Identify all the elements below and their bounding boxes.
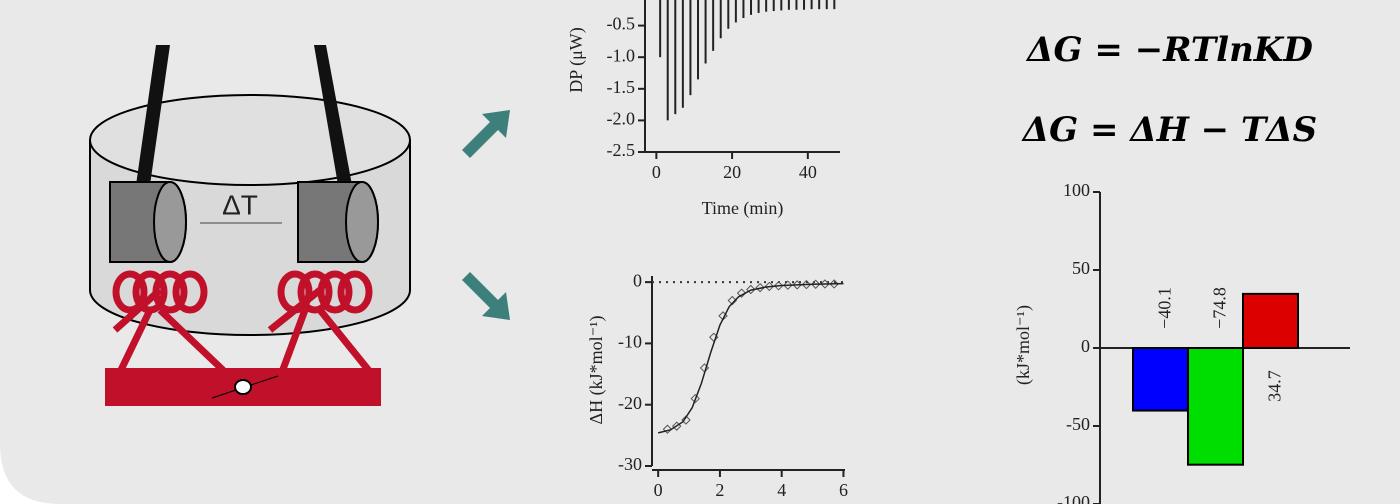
data-point [820,279,830,289]
y-axis-label: DP (μW) [566,27,587,92]
y-tick-label: -100 [1057,492,1090,504]
y-tick-label: -20 [618,393,642,413]
value-label: 34.7 [1265,370,1285,402]
y-tick-label: 0 [633,270,642,290]
arrow [462,110,510,158]
bar [1187,347,1244,466]
fit-line [657,282,844,434]
bar [1242,292,1299,350]
x-tick-label: 0 [654,480,663,500]
data-point [727,295,737,306]
y-tick-label: 0 [1081,336,1090,356]
delta-t-label: ΔT [222,189,258,220]
calorimeter-diagram: ΔT [89,45,411,406]
y-tick-label: -30 [618,454,642,474]
rod [136,45,170,185]
y-tick-label: -1.0 [607,45,636,65]
y-tick-label: 50 [1072,258,1090,278]
y-axis-label: (kJ*mol⁻¹) [1013,305,1034,385]
x-axis-label: Time (min) [702,198,784,219]
y-tick-label: -2.5 [607,140,636,160]
data-point [810,279,821,289]
x-tick-label: 20 [723,162,741,182]
data-point [736,288,747,298]
x-tick-label: 0 [652,162,661,182]
data-point [681,415,691,425]
coils [112,270,373,375]
stirrer [234,379,252,395]
sensor-end [153,181,187,263]
data-point [829,279,839,289]
sensor-end [345,181,379,263]
y-tick-label: -2.0 [607,109,636,129]
x-tick-label: 4 [777,480,786,500]
y-tick-label: -0.5 [607,14,636,34]
data-point [746,284,756,295]
rod [314,45,352,185]
value-label: −40.1 [1155,287,1175,329]
x-tick-label: 6 [839,480,848,500]
y-tick-label: -1.5 [607,77,636,97]
data-point [690,393,700,404]
y-tick-label: -50 [1066,414,1090,434]
data-point [792,280,802,290]
y-tick-label: -10 [618,332,642,352]
chart: 0.0 -0.5 -1.0 -1.5 -2.0 -2.5 DP (μW) 0 20 40 Time … [566,0,840,219]
data-point [755,282,765,293]
data-point [783,280,793,290]
x-tick-label: 40 [799,162,817,182]
equation: ΔG = ΔH − TΔS [1021,110,1317,150]
y-axis-label: ΔH (kJ*mol⁻¹) [586,316,607,425]
arrow [462,272,510,320]
y-tick-label: 0.0 [613,0,636,2]
data-point [801,279,812,290]
value-label: −74.8 [1210,287,1230,329]
equation: ΔG = −RTlnKD [1025,30,1313,70]
bar [1132,347,1189,412]
data-point [662,424,673,434]
chart: 0 -10 -20 -30 ΔH (kJ*mol⁻¹) 0 2 4 6 [586,270,848,500]
y-tick-label: 100 [1063,180,1090,200]
chart: 100 50 0 -50 -100 (kJ*mol⁻¹) −40.1 −74.8 34.7 [1013,180,1350,504]
data-point [773,281,784,291]
charts: 0.0-0.5-1.0-1.5-2.0-2.5DP (μW)02040Time … [566,0,1350,504]
x-tick-label: 2 [715,480,724,500]
data-point [764,281,775,292]
